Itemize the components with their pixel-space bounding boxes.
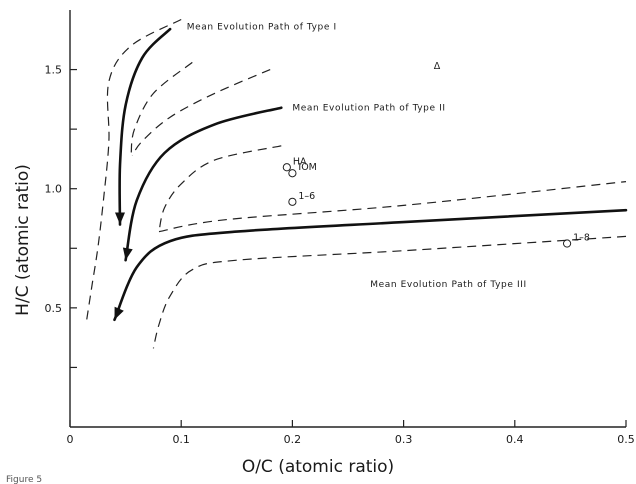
- sample-label: 1–8: [573, 233, 590, 244]
- sample-point: [288, 197, 297, 206]
- axes: 0 0.1 0.2 0.3 0.4 0.5 0.5 1.0 1.5: [45, 10, 635, 446]
- sample-label: IOM: [298, 162, 316, 173]
- band-line: [158, 145, 282, 232]
- x-tick-label: 0.3: [395, 433, 413, 446]
- sample-label: 1–6: [298, 191, 315, 202]
- band-line: [86, 18, 182, 320]
- x-tick-label: 0.5: [617, 433, 635, 446]
- x-tick-label: 0.4: [506, 433, 524, 446]
- x-tick-label: 0.1: [172, 433, 190, 446]
- x-tick-label: 0.2: [284, 433, 302, 446]
- mean-path-label-type-iii: Mean Evolution Path of Type III: [370, 280, 526, 290]
- uncertainty-bands: [86, 18, 627, 349]
- y-tick-label: 1.0: [45, 183, 63, 196]
- band-line: [130, 61, 193, 154]
- y-tick-label: 1.5: [45, 64, 63, 77]
- sample-point: [562, 239, 572, 248]
- y-axis-label: H/C (atomic ratio): [13, 164, 33, 316]
- mean-path-type-ii: [124, 106, 283, 262]
- sample-point: [288, 169, 297, 178]
- sample-label: HA: [293, 156, 307, 167]
- y-tick-label: 0.5: [45, 302, 63, 315]
- mean-path-type-iii: [113, 208, 628, 322]
- arrowhead-type-ii: [122, 247, 133, 261]
- x-tick-label: 0: [67, 433, 74, 446]
- triangle-marker: Δ: [434, 61, 441, 72]
- figure-caption: Figure 5: [6, 475, 42, 484]
- arrowhead-type-i: [115, 212, 125, 225]
- mean-path-label-type-ii: Mean Evolution Path of Type II: [292, 104, 445, 114]
- band-line: [152, 235, 627, 349]
- x-axis-label: O/C (atomic ratio): [242, 457, 394, 477]
- band-line: [131, 69, 271, 156]
- sample-point: [282, 163, 291, 172]
- arrowhead-type-iii: [114, 306, 124, 320]
- band-line: [158, 181, 627, 233]
- mean-evolution-paths: Mean Evolution Path of Type I Mean Evolut…: [113, 23, 628, 322]
- mean-path-type-i: [118, 27, 172, 226]
- mean-path-label-type-i: Mean Evolution Path of Type I: [187, 23, 337, 33]
